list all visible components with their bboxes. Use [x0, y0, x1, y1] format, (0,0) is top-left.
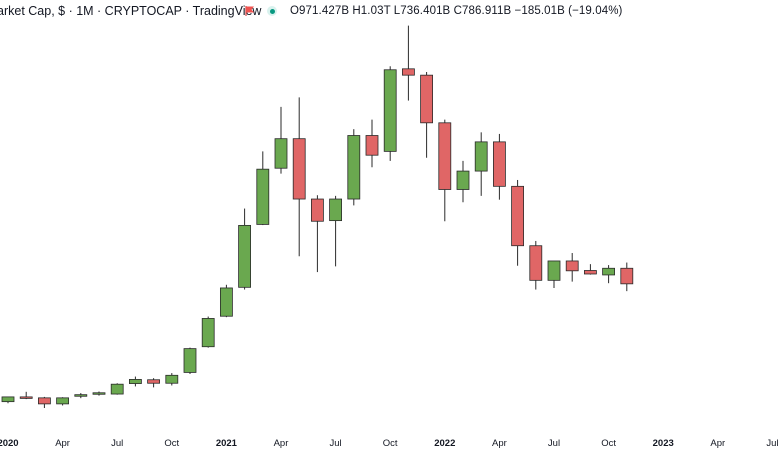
x-tick-label: 2021: [216, 438, 238, 449]
candle-4[interactable]: [74, 393, 88, 399]
candle-27[interactable]: [492, 133, 506, 200]
candle-19[interactable]: [347, 129, 361, 206]
x-axis: 2020 Apr Jul Oct 2021 Apr Jul Oct 2022 Apr Jul Oct 2…: [0, 438, 778, 449]
candle-1[interactable]: [19, 391, 33, 400]
candle-28[interactable]: [511, 179, 525, 266]
candle-8[interactable]: [147, 378, 161, 388]
candle-18[interactable]: [329, 195, 343, 267]
candle-30[interactable]: [547, 260, 561, 288]
x-tick-label: Oct: [383, 438, 398, 449]
candle-31[interactable]: [565, 253, 579, 282]
candle-10[interactable]: [183, 347, 197, 375]
candle-body-up: [329, 198, 343, 222]
x-tick-label: Jul: [766, 438, 778, 449]
candle-body-up: [274, 138, 288, 169]
candle-body-up: [256, 168, 270, 225]
candle-0[interactable]: [1, 396, 15, 404]
candle-body-down: [620, 267, 634, 285]
candle-body-up: [602, 267, 615, 276]
candle-body-down: [492, 141, 506, 187]
candle-body-down: [38, 397, 51, 405]
chart-header: arket Cap, $ · 1M · CRYPTOCAP · TradingV…: [0, 0, 780, 24]
candle-body-down: [438, 122, 452, 190]
candles-layer: [1, 25, 634, 409]
candle-body-down: [420, 74, 434, 124]
candle-33[interactable]: [602, 265, 615, 284]
candle-9[interactable]: [165, 373, 179, 386]
candle-body-up: [383, 69, 397, 152]
market-status-dot-icon[interactable]: [267, 6, 277, 16]
x-tick-label: Oct: [601, 438, 616, 449]
candle-body-down: [565, 260, 579, 272]
candle-7[interactable]: [128, 376, 142, 387]
x-tick-label: Jul: [330, 438, 342, 449]
candle-23[interactable]: [420, 71, 434, 158]
candle-6[interactable]: [110, 383, 124, 395]
ohlc-high: H1.03T: [352, 5, 391, 17]
x-tick-label: Jul: [548, 438, 560, 449]
candle-5[interactable]: [92, 391, 106, 396]
candle-body-up: [110, 383, 124, 395]
ohlc-readout: O971.427B H1.03T L736.401B C786.911B −18…: [290, 5, 622, 17]
candle-body-up: [201, 318, 215, 348]
candle-body-up: [128, 379, 142, 384]
x-tick-label: Apr: [55, 438, 70, 449]
candle-29[interactable]: [529, 240, 543, 290]
candle-body-down: [584, 270, 597, 275]
ohlc-change: −185.01B (−19.04%): [514, 5, 623, 17]
x-tick-label: 2022: [434, 438, 455, 449]
x-tick-label: Oct: [164, 438, 179, 449]
x-tick-label: 2023: [653, 438, 674, 449]
candle-21[interactable]: [383, 66, 397, 161]
x-tick-label: Apr: [710, 438, 725, 449]
candle-2[interactable]: [38, 396, 51, 409]
candle-body-down: [310, 198, 324, 222]
ohlc-low: L736.401B: [393, 5, 451, 17]
x-tick-label: Jul: [111, 438, 123, 449]
candle-body-down: [19, 396, 33, 399]
candle-body-up: [56, 397, 69, 405]
candle-body-down: [292, 138, 306, 200]
candle-body-up: [1, 396, 15, 403]
candle-body-down: [365, 135, 379, 156]
ohlc-open: O971.427B: [290, 5, 350, 17]
ohlc-close: C786.911B: [453, 5, 512, 17]
candle-body-up: [474, 141, 488, 172]
candle-body-down: [511, 185, 525, 247]
candle-body-up: [74, 394, 88, 397]
candle-body-up: [238, 224, 252, 288]
candle-body-down: [147, 379, 161, 384]
chart-title: arket Cap, $ · 1M · CRYPTOCAP · TradingV…: [0, 4, 262, 18]
candle-34[interactable]: [620, 262, 634, 292]
candle-20[interactable]: [365, 119, 379, 168]
candle-body-up: [456, 170, 470, 190]
candle-24[interactable]: [438, 119, 452, 222]
candle-17[interactable]: [310, 195, 324, 273]
candle-body-up: [547, 260, 561, 281]
flag-icon[interactable]: [244, 5, 256, 17]
candle-body-up: [219, 287, 233, 317]
candle-12[interactable]: [219, 284, 233, 318]
candle-body-up: [92, 392, 106, 395]
candle-body-down: [529, 245, 543, 281]
candle-32[interactable]: [584, 264, 597, 275]
candle-16[interactable]: [292, 97, 306, 257]
candle-11[interactable]: [201, 316, 215, 348]
candle-body-down: [401, 68, 415, 76]
candle-25[interactable]: [456, 160, 470, 203]
x-tick-label: Apr: [274, 438, 289, 449]
x-tick-label: Apr: [492, 438, 507, 449]
candle-body-up: [165, 374, 179, 384]
candle-15[interactable]: [274, 106, 288, 174]
candle-13[interactable]: [238, 208, 252, 290]
candle-body-up: [347, 135, 361, 200]
candle-body-up: [183, 348, 197, 373]
candle-14[interactable]: [256, 151, 270, 226]
candle-26[interactable]: [474, 132, 488, 196]
candle-22[interactable]: [401, 25, 415, 101]
x-tick-label: 2020: [0, 438, 19, 449]
candle-3[interactable]: [56, 397, 69, 406]
